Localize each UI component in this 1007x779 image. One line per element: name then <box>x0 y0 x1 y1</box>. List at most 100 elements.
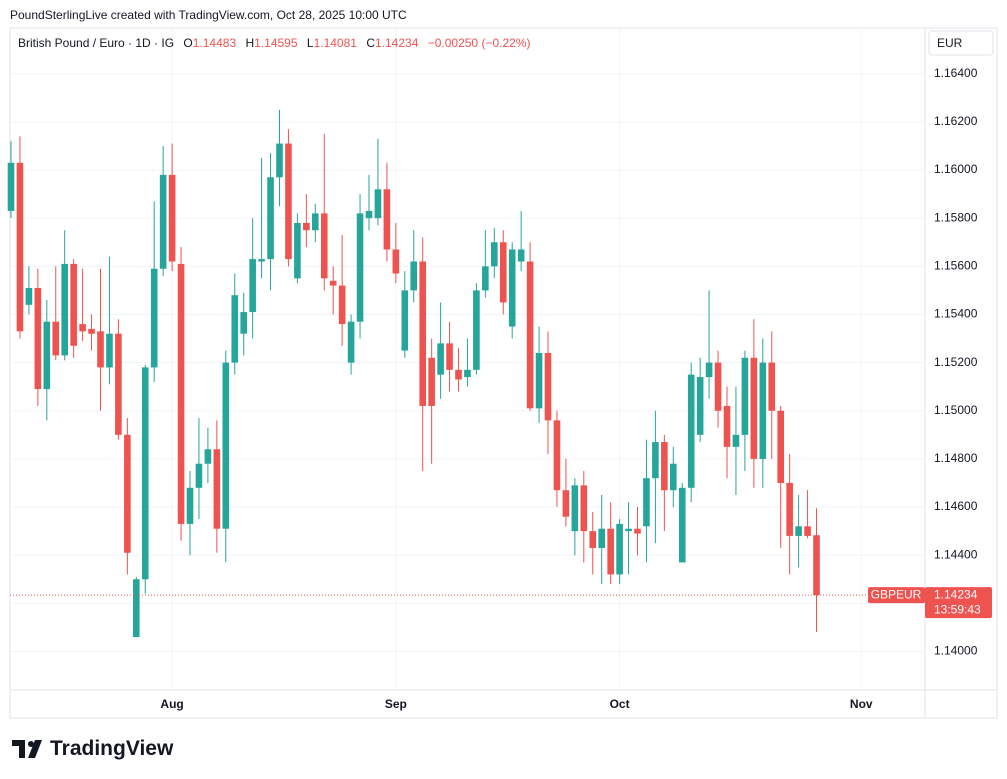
candle-body <box>312 213 319 231</box>
candle-body <box>759 362 767 459</box>
candle-body <box>419 261 426 406</box>
candle-body <box>70 263 77 346</box>
brand-name: TradingView <box>50 737 174 760</box>
candle-body <box>741 357 749 435</box>
candle-body <box>750 357 758 459</box>
ohlc-value: 1.14234 <box>374 36 419 50</box>
candle-body <box>795 526 802 536</box>
candle-body <box>401 290 409 351</box>
candle-body <box>133 579 140 638</box>
symbol-tag <box>868 587 925 604</box>
candle-body <box>643 478 650 527</box>
candle-body <box>437 343 444 375</box>
candle-body <box>482 266 489 291</box>
candle-body <box>222 362 230 529</box>
candle-body <box>446 343 453 370</box>
candle-body <box>365 210 373 219</box>
candle-body <box>508 249 516 327</box>
brand: TradingView <box>12 737 173 761</box>
candle-body <box>61 263 68 356</box>
change: −0.00250 (−0.22%) <box>427 36 531 50</box>
candle-body <box>34 287 42 390</box>
countdown: 13:59:43 <box>934 602 981 616</box>
candle-body <box>455 369 462 380</box>
y-tick-label: 1.16400 <box>934 66 978 80</box>
x-tick-label: Oct <box>610 697 630 711</box>
y-tick-label: 1.14400 <box>934 547 978 561</box>
y-tick-label: 1.16000 <box>934 162 978 176</box>
candle-body <box>777 410 784 483</box>
candle-body <box>499 242 507 303</box>
candle-body <box>634 528 641 534</box>
candle-body <box>25 287 33 305</box>
candle-body <box>320 213 328 279</box>
candle-body <box>267 177 274 260</box>
candle-body <box>231 295 239 363</box>
candle-body <box>517 249 525 262</box>
candle-body <box>553 420 561 491</box>
price-tag <box>925 587 992 619</box>
y-tick-label: 1.14600 <box>934 499 978 513</box>
candle-body <box>159 174 167 269</box>
candle-body <box>79 324 86 332</box>
candle-body <box>786 482 793 536</box>
candle-body <box>732 434 740 447</box>
candle-body <box>714 362 722 411</box>
currency: EUR <box>937 36 963 50</box>
candle-body <box>383 189 391 250</box>
y-tick-label: 1.14800 <box>934 451 978 465</box>
legend: British Pound / Euro · 1D · IG O1.14483 … <box>18 36 530 50</box>
candle-body <box>276 143 283 178</box>
x-tick-label: Sep <box>385 697 407 711</box>
y-tick-label: 1.15800 <box>934 210 978 224</box>
candle-body <box>598 528 605 548</box>
candle-body <box>670 463 677 491</box>
x-tick-label: Aug <box>160 697 183 711</box>
y-tick-label: 1.14000 <box>934 644 978 658</box>
ohlc-key: O <box>183 36 193 50</box>
candle-body <box>97 331 104 368</box>
candle-body <box>687 374 695 488</box>
candle-body <box>723 405 731 447</box>
candle-body <box>240 312 247 334</box>
candle-body <box>43 321 51 390</box>
candle-body <box>204 449 212 464</box>
x-tick-label: Nov <box>850 697 873 711</box>
candle-body <box>535 352 543 409</box>
candle-body <box>303 222 310 231</box>
candle-body <box>661 442 668 491</box>
attribution: PoundSterlingLive created with TradingVi… <box>10 8 407 22</box>
ohlc-value: 1.14081 <box>313 36 357 50</box>
candle-body <box>106 333 113 368</box>
candle-body <box>526 261 534 409</box>
y-tick-label: 1.15600 <box>934 258 978 272</box>
symbol: GBPEUR <box>871 587 922 601</box>
candle-body <box>258 259 265 262</box>
pane-border <box>9 27 998 719</box>
candle-body <box>88 328 95 334</box>
candle-body <box>392 249 400 274</box>
candle-body <box>285 143 292 260</box>
candle-body <box>768 362 776 411</box>
candle-body <box>464 369 471 378</box>
candle-body <box>294 222 301 279</box>
candle-body <box>168 174 176 262</box>
candle-body <box>473 290 480 370</box>
candle-body <box>186 487 194 524</box>
candle-body <box>607 528 614 575</box>
y-tick-label: 1.15200 <box>934 355 978 369</box>
title: British Pound / Euro · 1D · IG <box>18 36 175 50</box>
brand-logo <box>12 740 42 758</box>
candle-body <box>249 259 256 313</box>
candle-body <box>696 377 704 435</box>
candle-body <box>356 213 364 322</box>
candle-body <box>115 333 122 435</box>
candle-body <box>652 442 659 479</box>
candle-body <box>491 242 498 267</box>
candle-body <box>804 526 811 536</box>
currency-box <box>928 30 994 56</box>
candle-body <box>544 352 552 421</box>
ohlc-value: 1.14483 <box>192 36 237 50</box>
